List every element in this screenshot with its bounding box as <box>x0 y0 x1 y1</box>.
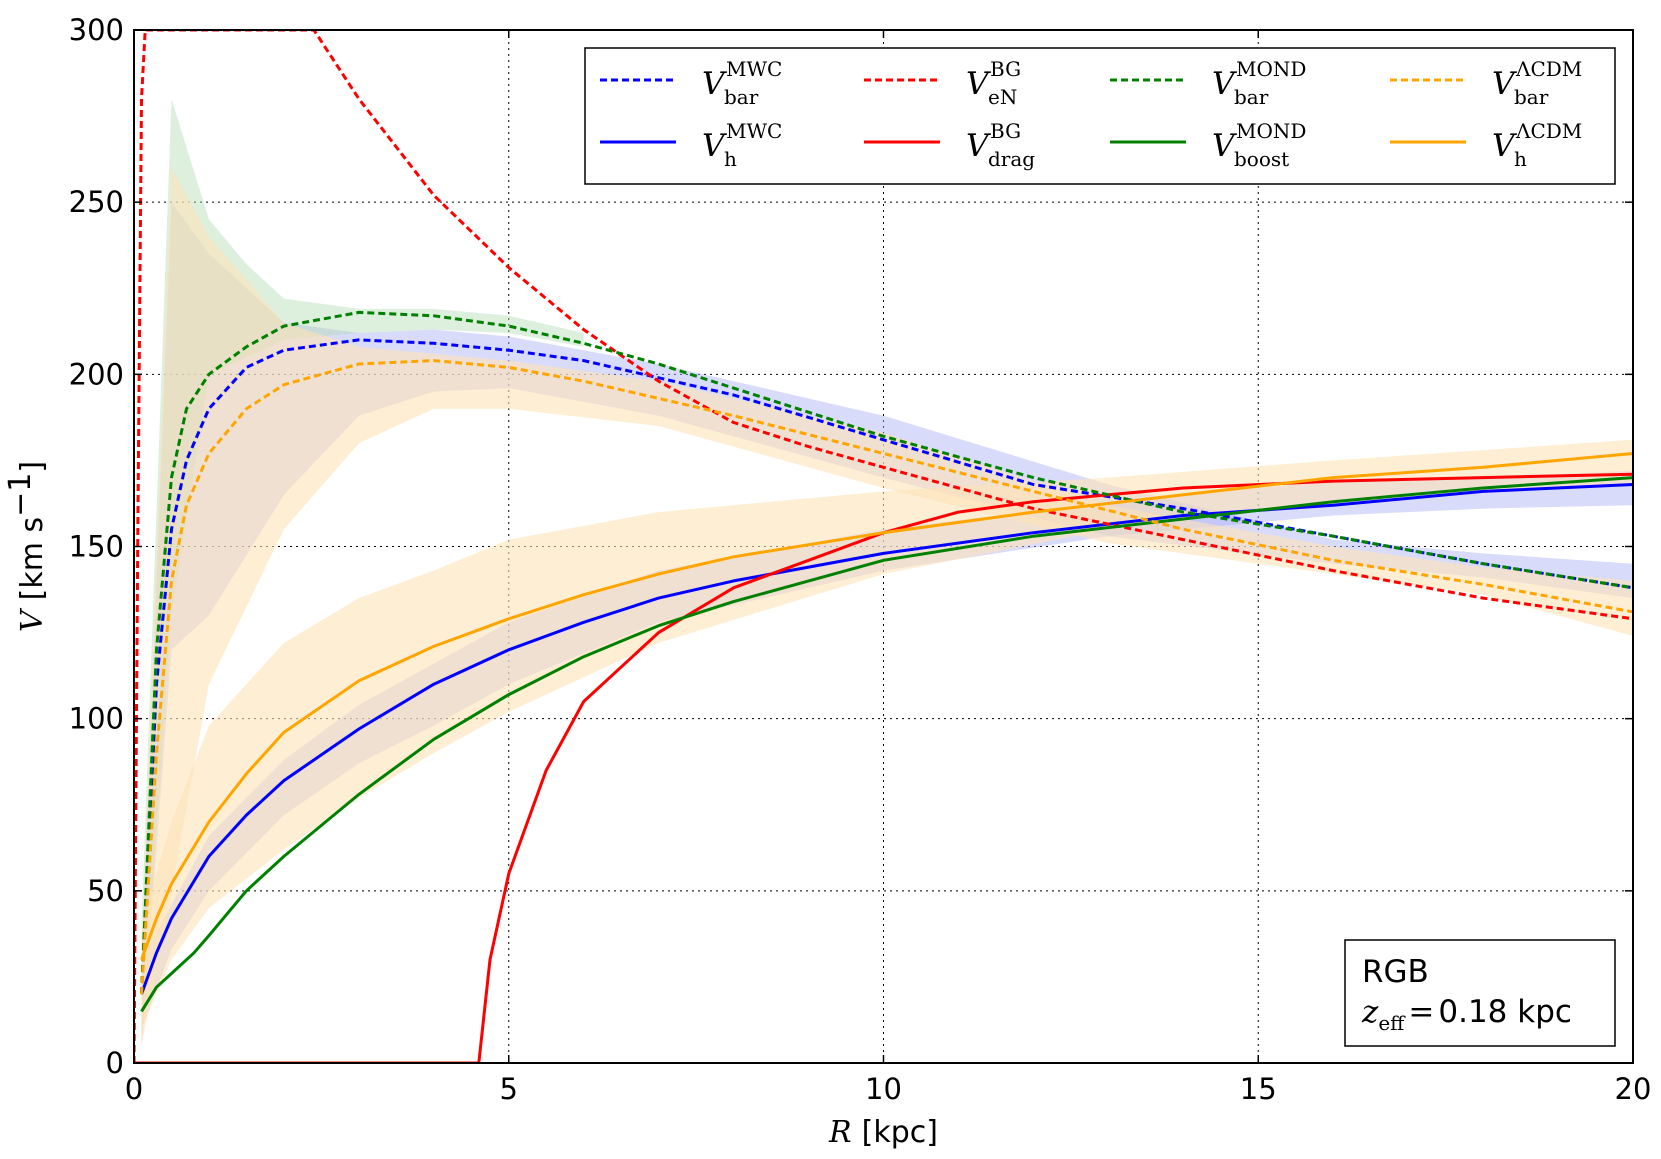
y-axis-unit-close: ] <box>15 461 50 473</box>
series-line-5 <box>140 476 1633 1013</box>
legend-symbol: V <box>966 128 992 164</box>
legend-superscript: MWC <box>726 119 782 143</box>
legend-superscript: BG <box>990 119 1021 143</box>
legend-subscript: drag <box>988 147 1035 171</box>
annotation-equals: = <box>1408 994 1434 1030</box>
legend-item: V ΛCDM h <box>1390 119 1582 171</box>
legend-subscript: eN <box>988 85 1017 109</box>
legend-item: V MWC bar <box>600 57 782 109</box>
annotation-tracer: RGB <box>1362 954 1429 990</box>
x-axis-unit: [kpc] <box>862 1115 938 1150</box>
y-tick-label: 250 <box>69 185 124 219</box>
legend-item: V MOND bar <box>1110 57 1306 109</box>
legend-superscript: BG <box>990 57 1021 81</box>
legend-item: V ΛCDM bar <box>1390 57 1582 109</box>
legend-item: V BG drag <box>864 119 1035 171</box>
annotation-z-symbol: z <box>1361 994 1379 1030</box>
annotation-value: 0.18 kpc <box>1438 994 1572 1030</box>
legend-symbol: V <box>1492 128 1518 164</box>
legend-subscript: bar <box>1514 85 1549 109</box>
band-4 <box>141 439 1633 1029</box>
x-tick-label: 5 <box>500 1072 518 1106</box>
x-axis-symbol: R <box>828 1115 852 1150</box>
band-3 <box>141 167 1633 1046</box>
annotation-box: RGB zeff = 0.18 kpc <box>1344 939 1616 1047</box>
legend-symbol: V <box>1212 128 1238 164</box>
legend-subscript: h <box>1514 147 1527 171</box>
y-axis-unit: [km s <box>15 517 50 600</box>
legend-superscript: MOND <box>1236 57 1306 81</box>
y-tick-label: 50 <box>87 874 124 908</box>
legend-item: V BG eN <box>864 57 1021 109</box>
legend-item: V MOND boost <box>1110 119 1306 171</box>
legend-superscript: ΛCDM <box>1515 57 1582 81</box>
series-line-1 <box>140 483 1633 995</box>
y-axis-unit-exp: −1 <box>3 473 38 517</box>
series-line-0 <box>140 338 1633 995</box>
plot-area <box>134 30 1633 1063</box>
y-tick-label: 200 <box>69 357 124 391</box>
x-tick-label: 20 <box>1615 1072 1652 1106</box>
y-axis-label: V [km s−1] <box>3 461 50 632</box>
x-tick-label: 10 <box>865 1072 902 1106</box>
legend-superscript: MWC <box>726 57 782 81</box>
x-tick-label: 15 <box>1240 1072 1277 1106</box>
legend-superscript: ΛCDM <box>1515 119 1582 143</box>
legend-superscript: MOND <box>1236 119 1306 143</box>
annotation-height: zeff = 0.18 kpc <box>1361 994 1572 1035</box>
y-tick-label: 300 <box>69 13 124 47</box>
legend-subscript: h <box>724 147 737 171</box>
legend-subscript: bar <box>1234 85 1269 109</box>
legend-symbol: V <box>702 128 728 164</box>
series-line-4 <box>140 310 1633 995</box>
legend-subscript: boost <box>1234 147 1289 171</box>
annotation-z-subscript: eff <box>1378 1011 1406 1035</box>
legend-box <box>584 47 1616 185</box>
y-tick-label: 100 <box>69 702 124 736</box>
annotation-frame <box>1344 939 1616 1047</box>
legend-subscript: bar <box>724 85 759 109</box>
x-axis-label: R [kpc] <box>828 1115 938 1150</box>
legend-symbol: V <box>966 66 992 102</box>
series-line-7 <box>140 452 1633 961</box>
y-axis-symbol: V <box>15 607 50 632</box>
legend-symbol: V <box>1492 66 1518 102</box>
y-tick-label: 0 <box>106 1046 124 1080</box>
y-tick-label: 150 <box>69 530 124 564</box>
legend-symbol: V <box>702 66 728 102</box>
series-lines <box>134 30 1633 1063</box>
series-line-3 <box>134 472 1633 1063</box>
uncertainty-bands <box>141 98 1633 1046</box>
x-tick-label: 0 <box>125 1072 143 1106</box>
legend-symbol: V <box>1212 66 1238 102</box>
series-line-2 <box>134 30 1633 1063</box>
legend-item: V MWC h <box>600 119 782 171</box>
